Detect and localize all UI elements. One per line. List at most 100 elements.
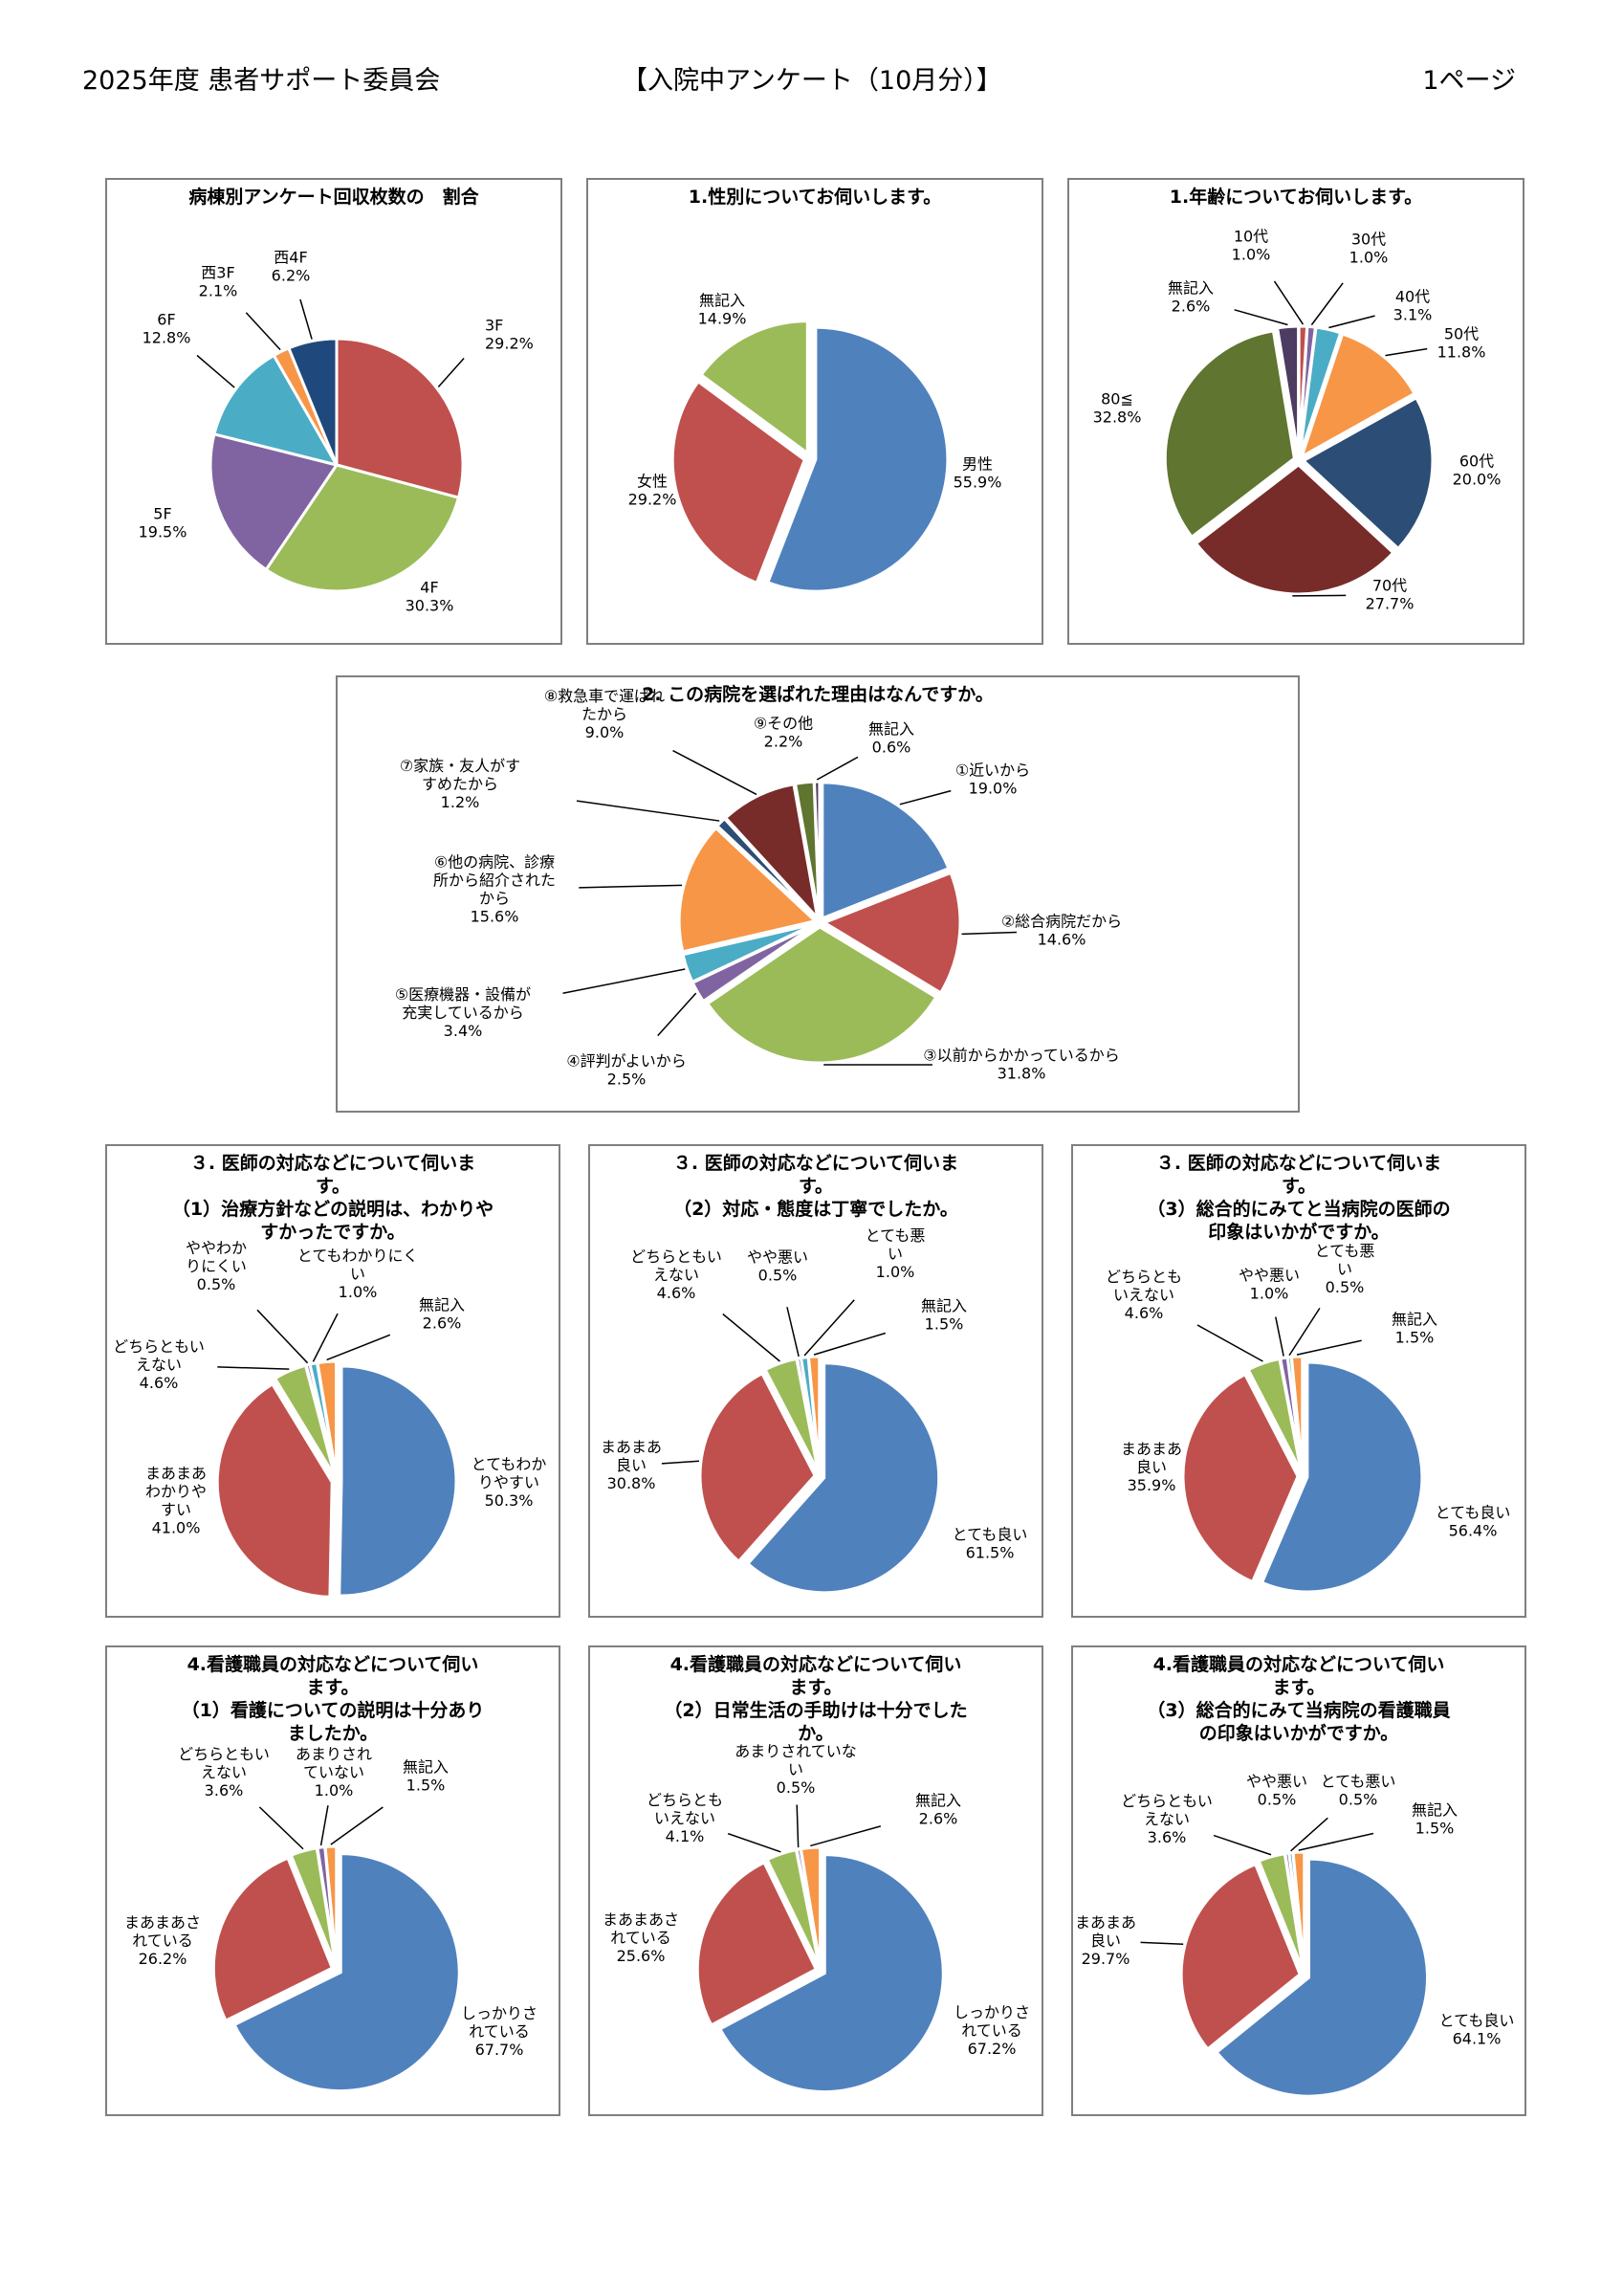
- pie-slice: [316, 1359, 339, 1477]
- pie-slice: [286, 337, 339, 466]
- slice-label: とてもわかりやすい 50.3%: [472, 1455, 547, 1510]
- slice-label: まあまあされている 26.2%: [124, 1913, 201, 1968]
- slice-label: ⑦家族・友人がすすめたから 1.2%: [400, 757, 520, 811]
- pie-chart-nurse1: しっかりされている 67.7% まあまあされている 26.2% どちらともいえない 3.6…: [124, 1745, 537, 2093]
- slice-label: ⑥他の病院、診療所から紹介されたから 15.6%: [433, 853, 556, 926]
- leader-line: [803, 1299, 855, 1357]
- pie-chart-reason: ①近いから 19.0% ②総合病院だから 14.6% ③以前からかかっているから 31.8…: [395, 687, 1122, 1089]
- slice-label: 無記入 14.9%: [698, 292, 747, 328]
- pie-slice: [335, 337, 465, 500]
- chart-panel-nurse3: 4.看護職員の対応などについて伺い ます。 （3）総合的にみて当病院の看護職員 …: [1071, 1645, 1526, 2116]
- leader-line: [579, 884, 683, 889]
- pie-slice: [723, 782, 821, 923]
- slice-label: ④評判がよいから 2.5%: [566, 1052, 687, 1089]
- slice-label: 西4F 6.2%: [272, 249, 311, 285]
- slice-label: 無記入 1.5%: [403, 1758, 449, 1795]
- header-survey-title: 【入院中アンケート（10月分）】: [622, 66, 1002, 96]
- leader-line: [319, 1805, 329, 1846]
- slice-label: まあまあ良い 35.9%: [1121, 1440, 1182, 1494]
- slice-label: 10代 1.0%: [1232, 228, 1271, 264]
- slice-label: 30代 1.0%: [1349, 231, 1389, 267]
- leader-line: [217, 1366, 290, 1370]
- slice-label: どちらともいえない 4.6%: [1106, 1268, 1182, 1322]
- leader-line: [657, 992, 697, 1037]
- leader-line: [1288, 1307, 1321, 1357]
- chart-title: 病棟別アンケート回収枚数の 割合: [188, 187, 479, 208]
- chart-panel-doc2: ３. 医師の対応などについて伺いま す。 （2）対応・態度は丁寧でしたか。 とても…: [588, 1144, 1043, 1618]
- leader-line: [1328, 315, 1375, 329]
- slice-label: 無記入 2.6%: [419, 1296, 465, 1333]
- leader-line: [1273, 280, 1305, 325]
- leader-line: [1140, 1941, 1184, 1945]
- slice-label: とても悪い 1.0%: [866, 1226, 926, 1281]
- pie-slice: [232, 1852, 461, 2093]
- leader-line: [1298, 1832, 1374, 1851]
- slice-label: 西3F 2.1%: [199, 264, 238, 300]
- slice-label: ややわかりにくい 0.5%: [186, 1239, 247, 1293]
- chart-title: 1.年齢についてお伺いします。: [1169, 187, 1423, 208]
- leader-line: [661, 1460, 700, 1465]
- pie-slice: [806, 1355, 822, 1472]
- chart-panel-doc1: ３. 医師の対応などについて伺いま す。 （1）治療方針などの説明は、わかりや …: [105, 1144, 560, 1618]
- slice-label: 60代 20.0%: [1453, 453, 1502, 489]
- pie-slice: [695, 1860, 819, 2027]
- slice-label: やや悪い 1.0%: [1239, 1267, 1300, 1303]
- pie-slice: [1301, 395, 1435, 551]
- pie-slice: [1163, 329, 1296, 540]
- pie-slice: [1289, 1355, 1305, 1472]
- pie-slice: [1275, 324, 1301, 456]
- chart-panel-nurse2: 4.看護職員の対応などについて伺い ます。 （2）日常生活の手助けは十分でした …: [588, 1645, 1043, 2116]
- pie-slice: [1298, 325, 1343, 456]
- pie-slice: [1179, 1862, 1302, 2051]
- slice-label: ③以前からかかっているから 31.8%: [923, 1047, 1120, 1083]
- pie-slice: [1260, 1360, 1424, 1594]
- leader-line: [727, 1832, 781, 1853]
- slice-label: しっかりされている 67.7%: [461, 2004, 537, 2059]
- pie-chart-nurse3: とても良い 64.1% まあまあ良い 29.7% どちらともいえない 3.6% やや悪い 0.…: [1075, 1773, 1515, 2098]
- pie-slice: [717, 1853, 945, 2094]
- slice-label: 4F 30.3%: [406, 579, 454, 615]
- leader-line: [299, 298, 313, 340]
- slice-label: どちらともいえない 4.6%: [113, 1337, 205, 1392]
- slice-label: 無記入 1.5%: [1392, 1311, 1437, 1347]
- slice-label: あまりされていない 0.5%: [735, 1742, 857, 1797]
- slice-label: 40代 3.1%: [1393, 288, 1433, 324]
- pie-slice: [677, 826, 819, 954]
- slice-label: しっかりされている 67.2%: [954, 2003, 1030, 2058]
- chart-title: 4.看護職員の対応などについて伺い ます。 （1）看護についての説明は十分あり …: [181, 1654, 485, 1744]
- leader-line: [1234, 309, 1288, 326]
- pie-slice: [338, 1364, 458, 1598]
- slice-label: 6F 12.8%: [143, 311, 191, 347]
- pie-chart-age: 10代 1.0% 30代 1.0%40代 3.1%50代 11.8% 60代 20.0% 70代…: [1093, 228, 1502, 613]
- slice-label: ⑧救急車で運ばれたから 9.0%: [544, 687, 665, 741]
- slice-label: やや悪い 0.5%: [1246, 1773, 1307, 1809]
- pie-chart-ward: 3F 29.2% 4F 30.3% 5F 19.5% 6F 12.8%西3F 2.1% 西4F 6.…: [139, 249, 534, 615]
- pie-slice: [323, 1844, 339, 1966]
- leader-line: [816, 756, 859, 781]
- slice-label: とても良い 64.1%: [1439, 2012, 1515, 2048]
- slice-label: とても良い 56.4%: [1436, 1504, 1511, 1540]
- slice-label: やや悪い 0.5%: [747, 1248, 808, 1285]
- pie-slice: [821, 871, 962, 995]
- pie-slice: [211, 1856, 335, 2023]
- pie-slice: [215, 1381, 334, 1599]
- slice-label: 無記入 2.6%: [915, 1792, 961, 1828]
- slice-label: ②総合病院だから 14.6%: [1001, 913, 1122, 949]
- chart-panel-nurse1: 4.看護職員の対応などについて伺い ます。 （1）看護についての説明は十分あり …: [105, 1645, 560, 2116]
- slice-label: 無記入 1.5%: [1412, 1801, 1458, 1838]
- leader-line: [1385, 347, 1428, 357]
- pie-slice: [264, 463, 461, 593]
- leader-line: [326, 1334, 391, 1361]
- leader-line: [1310, 282, 1344, 326]
- pie-slice: [670, 379, 807, 585]
- slice-label: 女性 29.2%: [628, 473, 677, 509]
- slice-label: あまりされていない 1.0%: [296, 1745, 372, 1799]
- header-committee: 2025年度 患者サポート委員会: [82, 66, 441, 96]
- slice-label: 無記入 0.6%: [868, 720, 914, 757]
- slice-label: まあまあわかりやすい 41.0%: [145, 1465, 207, 1537]
- pie-slice: [1299, 332, 1417, 460]
- leader-line: [1296, 1339, 1362, 1356]
- leader-line: [330, 1806, 384, 1845]
- pie-slice: [714, 816, 818, 920]
- leader-line: [312, 1313, 339, 1362]
